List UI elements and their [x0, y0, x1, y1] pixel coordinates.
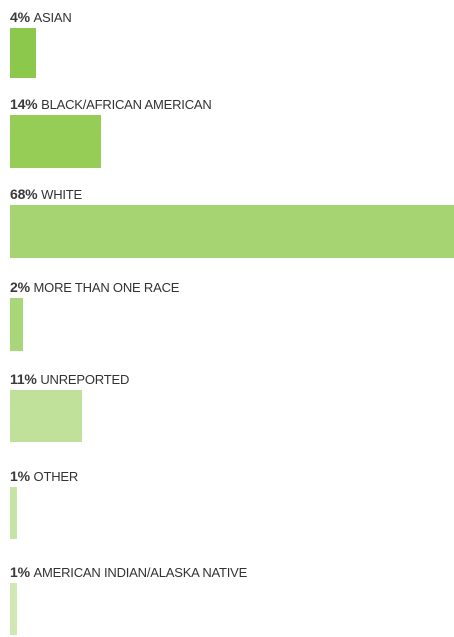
bar-value-label: 1%	[10, 468, 30, 484]
bar-2	[10, 205, 454, 258]
bar-label-1: 14% BLACK/AFRICAN AMERICAN	[10, 95, 212, 114]
bar-label-6: 1% AMERICAN INDIAN/ALASKA NATIVE	[10, 563, 247, 582]
bar-label-0: 4% ASIAN	[10, 8, 72, 27]
bar-category-label: MORE THAN ONE RACE	[33, 280, 180, 295]
bar-category-label: ASIAN	[33, 10, 72, 25]
bar-category-label: BLACK/AFRICAN AMERICAN	[41, 97, 212, 112]
bar-0	[10, 28, 36, 78]
bar-label-3: 2% MORE THAN ONE RACE	[10, 278, 179, 297]
bar-value-label: 4%	[10, 9, 30, 25]
bar-3	[10, 298, 23, 351]
bar-category-label: UNREPORTED	[40, 372, 130, 387]
bar-6	[10, 583, 17, 635]
bar-label-5: 1% OTHER	[10, 467, 78, 486]
bar-4	[10, 390, 82, 442]
bar-1	[10, 115, 101, 168]
bar-value-label: 2%	[10, 279, 30, 295]
bar-category-label: AMERICAN INDIAN/ALASKA NATIVE	[33, 565, 248, 580]
bar-value-label: 11%	[10, 371, 37, 387]
bar-value-label: 68%	[10, 186, 38, 202]
bar-category-label: WHITE	[41, 187, 83, 202]
bar-label-2: 68% WHITE	[10, 185, 82, 204]
bar-category-label: OTHER	[33, 469, 79, 484]
bar-value-label: 1%	[10, 564, 30, 580]
bar-value-label: 14%	[10, 96, 38, 112]
bar-label-4: 11% UNREPORTED	[10, 370, 129, 389]
bar-5	[10, 487, 17, 539]
